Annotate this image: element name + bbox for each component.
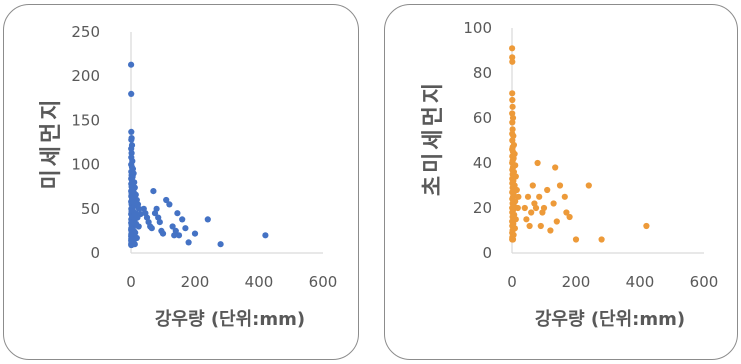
right-data-point	[515, 193, 522, 200]
left-data-point	[156, 219, 163, 226]
right-data-point	[509, 126, 516, 133]
right-y-tick-label: 0	[482, 244, 492, 262]
left-data-point	[153, 205, 160, 212]
right-data-point	[572, 236, 580, 243]
right-data-point	[514, 204, 521, 212]
left-data-point	[175, 232, 183, 239]
left-x-axis-title: 강우량 (단위:mm)	[155, 309, 305, 330]
left-data-point	[163, 196, 170, 204]
left-y-tick-label: 150	[71, 111, 100, 129]
left-y-tick-label: 50	[81, 200, 100, 218]
right-data-point	[561, 193, 568, 200]
right-x-tick-label: 0	[507, 273, 517, 291]
left-x-tick-label: 0	[126, 273, 136, 291]
right-data-point	[509, 103, 516, 110]
left-data-point	[262, 232, 269, 239]
right-data-point	[550, 200, 557, 207]
right-data-point	[553, 218, 560, 225]
right-data-point	[508, 45, 516, 52]
right-data-point	[537, 222, 544, 230]
left-data-point	[128, 61, 135, 68]
right-x-tick-label: 600	[690, 273, 719, 291]
left-data-point	[185, 239, 192, 246]
left-y-tick-label: 250	[71, 23, 100, 41]
right-data-point	[526, 222, 533, 230]
left-data-point	[179, 216, 186, 223]
right-data-point	[509, 96, 516, 104]
left-x-tick-label: 600	[309, 273, 338, 291]
left-y-tick-label: 100	[71, 156, 100, 174]
right-data-point	[598, 236, 605, 243]
right-data-point	[509, 58, 516, 65]
right-x-axis-title: 강우량 (단위:mm)	[535, 309, 685, 330]
left-y-tick-label: 200	[71, 67, 100, 85]
right-data-point	[509, 54, 516, 61]
right-data-point	[521, 204, 528, 212]
right-data-point	[513, 186, 520, 194]
right-data-point	[566, 213, 573, 221]
left-y-axis-title: 미세먼지	[39, 97, 64, 190]
rainfall-fine-dust-chart-panel	[3, 4, 359, 360]
right-data-point	[529, 182, 536, 189]
left-data-point	[204, 216, 211, 223]
right-data-point	[524, 193, 532, 200]
rainfall-ultrafine-dust-chart-panel	[384, 4, 738, 360]
left-data-point	[159, 230, 167, 237]
right-data-point	[547, 227, 554, 234]
left-y-tick-label: 0	[90, 244, 100, 262]
left-x-tick-label: 400	[245, 273, 274, 291]
right-y-axis-title: 초미세먼지	[421, 80, 446, 196]
right-y-tick-label: 80	[473, 64, 492, 82]
right-x-tick-label: 400	[626, 273, 655, 291]
right-data-point	[585, 182, 592, 189]
left-data-point	[128, 136, 135, 143]
right-data-point	[540, 204, 548, 212]
right-y-tick-label: 40	[473, 154, 492, 172]
right-y-tick-label: 20	[473, 199, 492, 217]
left-data-point	[172, 227, 179, 234]
right-data-point	[532, 204, 540, 212]
right-data-point	[536, 193, 543, 200]
right-data-point	[563, 209, 570, 216]
right-data-point	[528, 209, 535, 216]
right-data-point	[556, 182, 564, 189]
right-data-point	[643, 222, 650, 230]
left-data-point	[128, 128, 135, 135]
right-x-tick-label: 200	[562, 273, 591, 291]
left-data-point	[182, 225, 189, 232]
left-data-point	[169, 223, 176, 230]
left-data-point	[135, 205, 143, 212]
right-data-point	[523, 216, 530, 223]
right-data-point	[552, 164, 559, 171]
left-data-point	[150, 188, 157, 195]
left-data-point	[128, 241, 135, 249]
left-data-point	[174, 210, 181, 217]
left-x-tick-label: 200	[181, 273, 210, 291]
left-data-point	[191, 230, 199, 237]
right-data-point	[544, 186, 551, 194]
right-data-point	[509, 90, 516, 97]
left-data-point	[128, 90, 135, 97]
right-y-tick-label: 100	[463, 19, 492, 37]
right-data-point	[534, 159, 541, 167]
left-data-point	[148, 225, 155, 232]
right-data-point	[509, 119, 516, 126]
right-data-point	[509, 236, 516, 243]
left-data-point	[135, 223, 142, 230]
right-y-tick-label: 60	[473, 109, 492, 127]
left-data-point	[217, 241, 224, 248]
left-data-point	[166, 201, 173, 208]
left-data-point	[128, 150, 135, 157]
